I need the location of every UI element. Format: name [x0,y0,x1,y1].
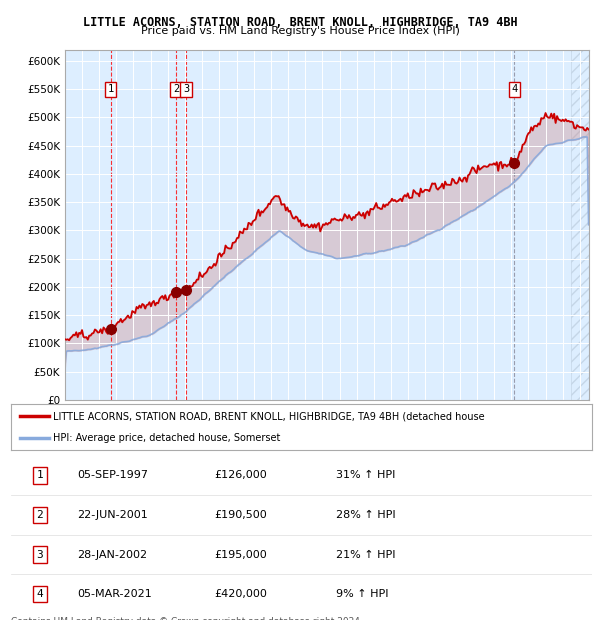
Text: Price paid vs. HM Land Registry's House Price Index (HPI): Price paid vs. HM Land Registry's House … [140,26,460,36]
Text: 05-SEP-1997: 05-SEP-1997 [77,471,149,480]
Polygon shape [571,50,589,400]
Text: LITTLE ACORNS, STATION ROAD, BRENT KNOLL, HIGHBRIDGE, TA9 4BH (detached house: LITTLE ACORNS, STATION ROAD, BRENT KNOLL… [53,412,484,422]
Text: £126,000: £126,000 [214,471,267,480]
Text: 4: 4 [37,589,43,599]
Text: £190,500: £190,500 [214,510,267,520]
Text: 21% ↑ HPI: 21% ↑ HPI [336,549,395,559]
Text: 9% ↑ HPI: 9% ↑ HPI [336,589,389,599]
Text: 4: 4 [511,84,517,94]
Text: 1: 1 [107,84,114,94]
Text: 3: 3 [183,84,190,94]
Text: 05-MAR-2021: 05-MAR-2021 [77,589,152,599]
Text: Contains HM Land Registry data © Crown copyright and database right 2024.
This d: Contains HM Land Registry data © Crown c… [11,617,362,620]
Text: £195,000: £195,000 [214,549,267,559]
Text: 1: 1 [37,471,43,480]
Text: 2: 2 [173,84,179,94]
Text: HPI: Average price, detached house, Somerset: HPI: Average price, detached house, Some… [53,433,280,443]
Text: 2: 2 [37,510,43,520]
Text: 31% ↑ HPI: 31% ↑ HPI [336,471,395,480]
Text: 28% ↑ HPI: 28% ↑ HPI [336,510,395,520]
Text: 28-JAN-2002: 28-JAN-2002 [77,549,148,559]
Text: LITTLE ACORNS, STATION ROAD, BRENT KNOLL, HIGHBRIDGE, TA9 4BH: LITTLE ACORNS, STATION ROAD, BRENT KNOLL… [83,16,517,29]
Text: £420,000: £420,000 [214,589,267,599]
Text: 22-JUN-2001: 22-JUN-2001 [77,510,148,520]
Text: 3: 3 [37,549,43,559]
